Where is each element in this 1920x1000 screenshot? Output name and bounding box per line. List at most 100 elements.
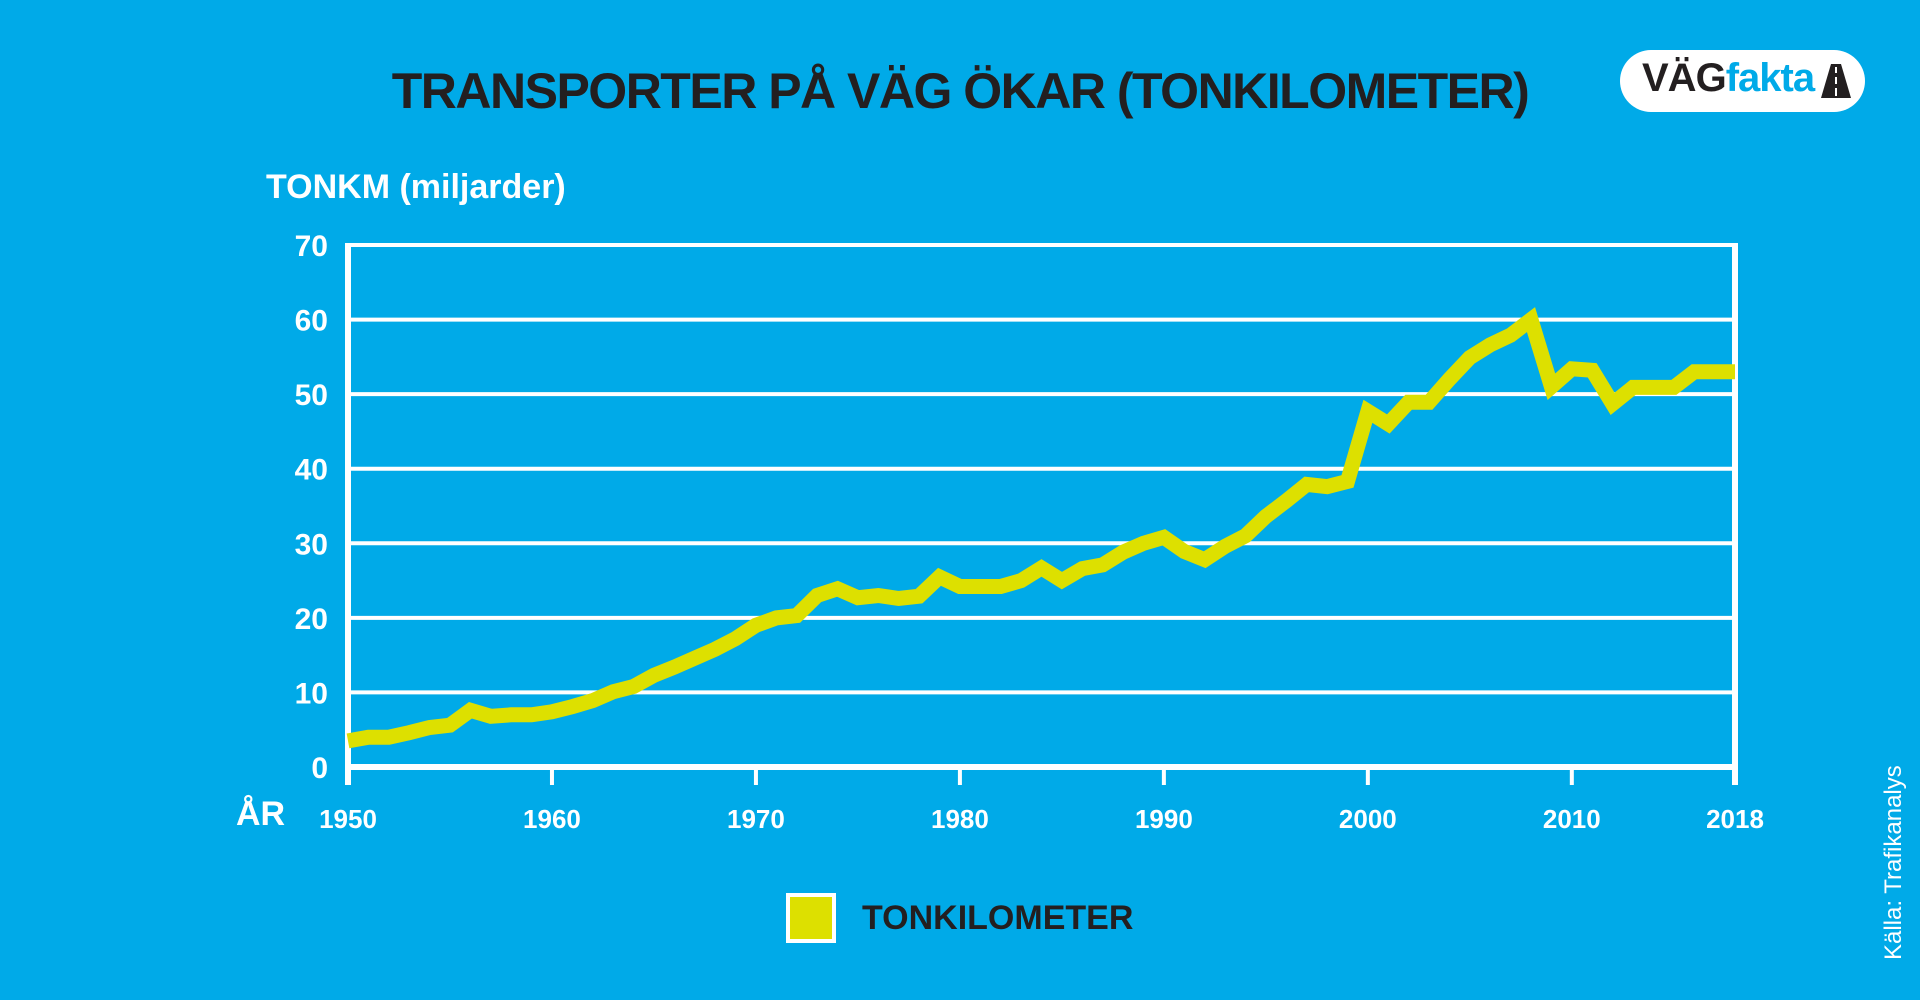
data-point-1970 xyxy=(754,623,758,627)
data-point-1998 xyxy=(1325,485,1329,489)
road-icon xyxy=(1821,64,1851,98)
data-point-1964 xyxy=(632,684,636,688)
data-point-1965 xyxy=(652,673,656,677)
data-point-1977 xyxy=(897,596,901,600)
data-point-2011 xyxy=(1590,368,1594,372)
data-point-1987 xyxy=(1101,563,1105,567)
data-point-1958 xyxy=(509,713,513,717)
vagfakta-logo: VÄGfakta xyxy=(1620,50,1865,112)
data-point-2017 xyxy=(1713,370,1717,374)
y-axis-label: TONKM (miljarder) xyxy=(266,168,566,206)
x-tick-label-1960: 1960 xyxy=(523,804,581,834)
data-point-2010 xyxy=(1570,367,1574,371)
data-point-1984 xyxy=(1040,566,1044,570)
data-point-1981 xyxy=(978,585,982,589)
data-point-1950 xyxy=(346,739,350,743)
data-point-1990 xyxy=(1162,535,1166,539)
data-point-1975 xyxy=(856,596,860,600)
data-point-2007 xyxy=(1509,333,1513,337)
data-point-1995 xyxy=(1264,514,1268,518)
data-point-1978 xyxy=(917,594,921,598)
x-tick-label-1950: 1950 xyxy=(319,804,377,834)
data-point-2015 xyxy=(1672,385,1676,389)
data-point-1955 xyxy=(448,723,452,727)
legend: TONKILOMETER xyxy=(786,893,1133,943)
logo-text-vag: VÄG xyxy=(1642,56,1727,100)
data-point-1969 xyxy=(734,637,738,641)
x-tick-label-1990: 1990 xyxy=(1135,804,1193,834)
data-point-1966 xyxy=(672,665,676,669)
y-tick-label-50: 50 xyxy=(295,379,328,412)
data-point-1961 xyxy=(570,705,574,709)
x-axis-label: ÅR xyxy=(236,795,286,833)
data-point-1985 xyxy=(1060,579,1064,583)
y-tick-label-30: 30 xyxy=(295,528,328,561)
data-point-1983 xyxy=(1019,579,1023,583)
series-line-0 xyxy=(346,307,1735,749)
data-point-2001 xyxy=(1386,422,1390,426)
data-point-2018 xyxy=(1733,370,1737,374)
x-tick-label-1970: 1970 xyxy=(727,804,785,834)
data-point-1952 xyxy=(387,735,391,739)
data-point-1979 xyxy=(938,575,942,579)
legend-swatch xyxy=(786,893,836,943)
x-tick-labels: 1950 1960 1970 1980 1990 2000 2010 2018 xyxy=(319,804,1764,834)
grid-lines xyxy=(348,243,1735,695)
data-point-1973 xyxy=(815,593,819,597)
data-point-1971 xyxy=(774,616,778,620)
data-point-1976 xyxy=(876,593,880,597)
y-tick-label-0: 0 xyxy=(311,752,328,785)
data-point-2008 xyxy=(1529,318,1533,322)
data-point-2005 xyxy=(1468,356,1472,360)
data-point-1956 xyxy=(468,708,472,712)
data-point-2013 xyxy=(1631,385,1635,389)
data-point-1953 xyxy=(407,731,411,735)
data-point-1994 xyxy=(1243,534,1247,538)
data-point-1960 xyxy=(550,710,554,714)
data-point-1974 xyxy=(836,587,840,591)
data-point-1967 xyxy=(693,656,697,660)
x-tick-label-2018: 2018 xyxy=(1706,804,1764,834)
data-point-1999 xyxy=(1345,479,1349,483)
y-tick-label-70: 70 xyxy=(295,230,328,263)
data-point-1982 xyxy=(999,585,1003,589)
data-point-1957 xyxy=(489,714,493,718)
y-tick-label-10: 10 xyxy=(295,677,328,710)
data-point-1951 xyxy=(366,735,370,739)
data-point-1968 xyxy=(713,647,717,651)
series-layer xyxy=(346,307,1737,749)
data-point-2016 xyxy=(1692,370,1696,374)
chart-title: TRANSPORTER PÅ VÄG ÖKAR (TONKILOMETER) xyxy=(391,63,1530,119)
y-tick-label-40: 40 xyxy=(295,454,328,487)
data-point-2012 xyxy=(1611,402,1615,406)
data-point-1991 xyxy=(1182,549,1186,553)
data-point-1996 xyxy=(1284,499,1288,503)
data-point-1959 xyxy=(530,713,534,717)
data-point-1989 xyxy=(1141,541,1145,545)
y-tick-label-60: 60 xyxy=(295,305,328,338)
x-tick-label-2010: 2010 xyxy=(1543,804,1601,834)
data-point-1954 xyxy=(428,725,432,729)
data-point-1997 xyxy=(1305,482,1309,486)
data-point-2009 xyxy=(1549,385,1553,389)
data-point-1992 xyxy=(1203,558,1207,562)
data-point-1993 xyxy=(1223,544,1227,548)
data-point-2002 xyxy=(1407,400,1411,404)
logo-text-fakta: fakta xyxy=(1725,56,1815,100)
data-point-2000 xyxy=(1366,409,1370,413)
x-tick-label-1980: 1980 xyxy=(931,804,989,834)
legend-label: TONKILOMETER xyxy=(862,898,1134,937)
axes xyxy=(345,243,1738,785)
data-point-1962 xyxy=(591,699,595,703)
data-point-1972 xyxy=(795,614,799,618)
data-point-1988 xyxy=(1121,550,1125,554)
y-tick-labels: 0 10 20 30 40 50 60 70 xyxy=(295,230,328,785)
data-point-1986 xyxy=(1080,567,1084,571)
data-point-2014 xyxy=(1651,385,1655,389)
data-point-1980 xyxy=(958,585,962,589)
data-point-2006 xyxy=(1488,343,1492,347)
x-tick-label-2000: 2000 xyxy=(1339,804,1397,834)
data-point-2004 xyxy=(1447,377,1451,381)
data-point-2003 xyxy=(1427,400,1431,404)
